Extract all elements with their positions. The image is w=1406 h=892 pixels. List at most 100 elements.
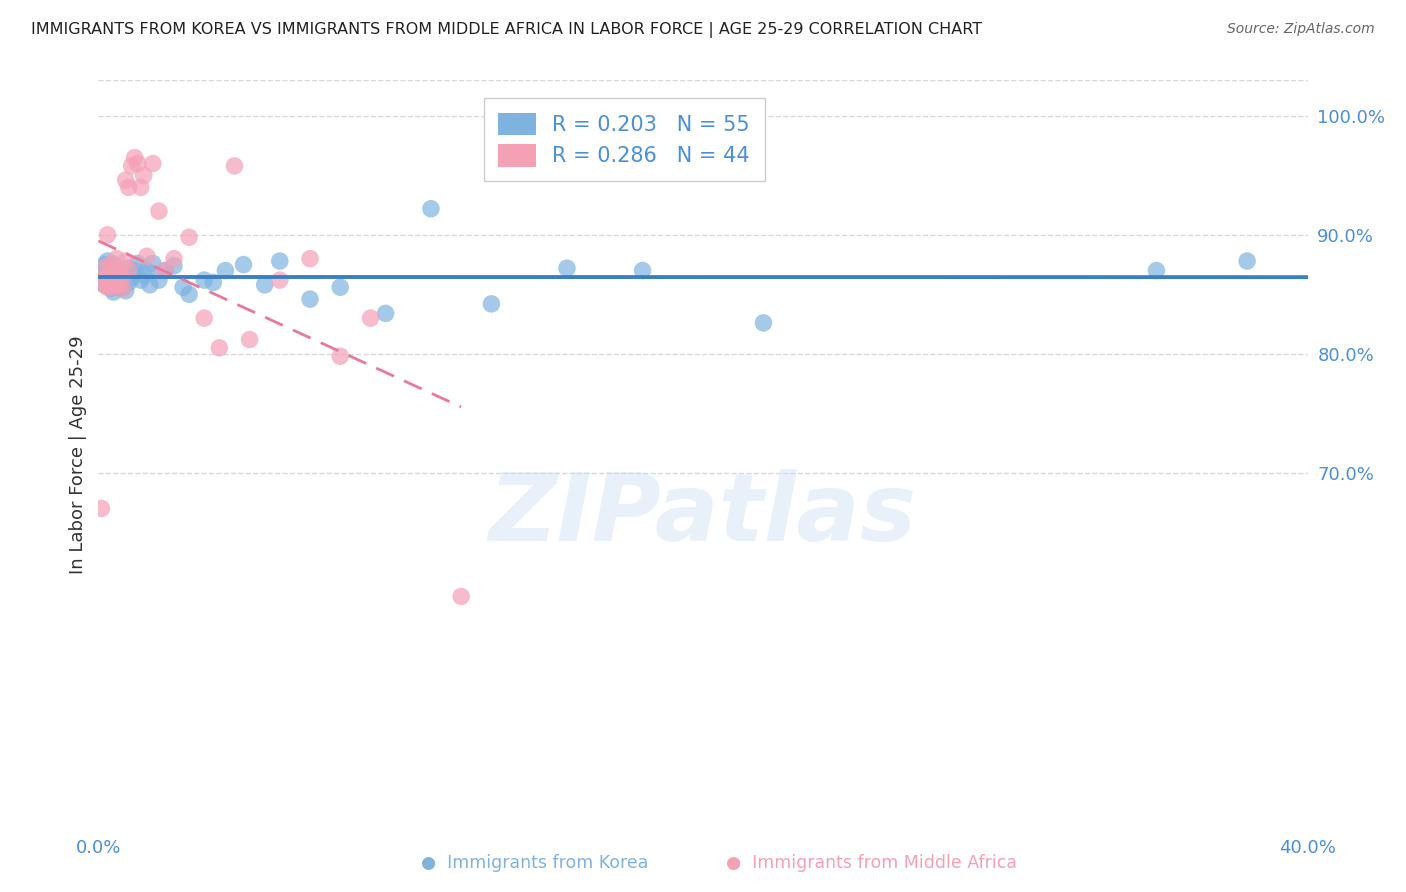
- Point: [269, 273, 291, 287]
- Point: [127, 156, 149, 170]
- Point: [100, 277, 122, 292]
- Point: [139, 277, 162, 292]
- Y-axis label: In Labor Force | Age 25-29: In Labor Force | Age 25-29: [69, 335, 87, 574]
- Text: ●  Immigrants from Middle Africa: ● Immigrants from Middle Africa: [727, 855, 1017, 872]
- Point: [329, 349, 352, 363]
- Point: [108, 263, 131, 277]
- Point: [232, 258, 254, 272]
- Point: [108, 263, 131, 277]
- Point: [118, 276, 141, 290]
- Point: [208, 341, 231, 355]
- Point: [142, 156, 165, 170]
- Point: [105, 270, 128, 285]
- Point: [111, 280, 134, 294]
- Point: [100, 269, 122, 284]
- Point: [142, 256, 165, 270]
- Point: [374, 306, 396, 320]
- Text: Source: ZipAtlas.com: Source: ZipAtlas.com: [1227, 22, 1375, 37]
- Point: [111, 268, 134, 283]
- Point: [118, 180, 141, 194]
- Point: [329, 280, 352, 294]
- Point: [111, 269, 134, 284]
- Point: [253, 277, 276, 292]
- Point: [193, 273, 215, 287]
- Point: [100, 261, 122, 276]
- Point: [299, 292, 322, 306]
- Point: [103, 263, 125, 277]
- Text: ●  Immigrants from Korea: ● Immigrants from Korea: [420, 855, 648, 872]
- Point: [108, 277, 131, 292]
- Point: [105, 277, 128, 292]
- Point: [132, 169, 155, 183]
- Point: [360, 311, 382, 326]
- Point: [148, 204, 170, 219]
- Point: [555, 261, 578, 276]
- Point: [96, 261, 118, 276]
- Point: [93, 258, 115, 272]
- Point: [90, 266, 112, 280]
- Point: [127, 256, 149, 270]
- Point: [121, 159, 143, 173]
- Point: [179, 230, 201, 244]
- Point: [752, 316, 775, 330]
- Point: [96, 277, 118, 292]
- Point: [93, 277, 115, 292]
- Text: ZIPatlas: ZIPatlas: [489, 469, 917, 561]
- Point: [103, 273, 125, 287]
- Point: [114, 266, 136, 280]
- Point: [118, 263, 141, 277]
- Point: [105, 263, 128, 277]
- Point: [111, 281, 134, 295]
- Point: [105, 280, 128, 294]
- Point: [129, 273, 152, 287]
- Point: [481, 297, 503, 311]
- Point: [153, 263, 176, 277]
- Legend: R = 0.203   N = 55, R = 0.286   N = 44: R = 0.203 N = 55, R = 0.286 N = 44: [484, 98, 765, 181]
- Point: [163, 259, 186, 273]
- Point: [239, 333, 262, 347]
- Point: [153, 263, 176, 277]
- Point: [1236, 254, 1258, 268]
- Point: [93, 261, 115, 276]
- Point: [450, 590, 472, 604]
- Point: [108, 277, 131, 292]
- Point: [114, 254, 136, 268]
- Point: [90, 273, 112, 287]
- Point: [103, 280, 125, 294]
- Point: [1144, 263, 1167, 277]
- Point: [420, 202, 443, 216]
- Point: [224, 159, 246, 173]
- Text: IMMIGRANTS FROM KOREA VS IMMIGRANTS FROM MIDDLE AFRICA IN LABOR FORCE | AGE 25-2: IMMIGRANTS FROM KOREA VS IMMIGRANTS FROM…: [31, 22, 981, 38]
- Point: [214, 263, 236, 277]
- Point: [103, 258, 125, 272]
- Point: [100, 258, 122, 272]
- Point: [114, 173, 136, 187]
- Point: [193, 311, 215, 326]
- Point: [90, 273, 112, 287]
- Point: [135, 263, 157, 277]
- Point: [121, 270, 143, 285]
- Point: [299, 252, 322, 266]
- Point: [163, 252, 186, 266]
- Point: [96, 269, 118, 284]
- Point: [103, 285, 125, 299]
- Point: [118, 261, 141, 276]
- Point: [132, 268, 155, 283]
- Point: [105, 266, 128, 280]
- Point: [105, 252, 128, 266]
- Point: [124, 151, 146, 165]
- Point: [96, 254, 118, 268]
- Point: [179, 287, 201, 301]
- Point: [124, 263, 146, 277]
- Point: [631, 263, 654, 277]
- Point: [93, 263, 115, 277]
- Point: [103, 270, 125, 285]
- Point: [90, 501, 112, 516]
- Point: [114, 284, 136, 298]
- Point: [172, 280, 194, 294]
- Point: [135, 249, 157, 263]
- Point: [202, 276, 225, 290]
- Point: [100, 269, 122, 284]
- Point: [96, 280, 118, 294]
- Point: [96, 269, 118, 284]
